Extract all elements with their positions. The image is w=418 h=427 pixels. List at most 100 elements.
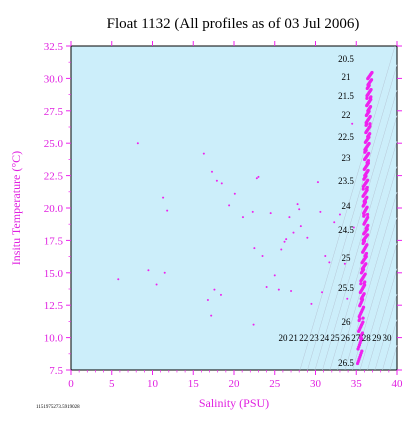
profile-point <box>365 243 369 247</box>
outlier-point <box>228 204 231 207</box>
outlier-point <box>155 283 158 286</box>
profile-point <box>360 331 365 335</box>
density-label-bottom: 29 <box>372 333 382 343</box>
outlier-point <box>306 236 309 239</box>
profile-point <box>369 95 373 99</box>
outlier-point <box>310 302 313 305</box>
x-tick-label: 40 <box>392 378 404 390</box>
outlier-point <box>296 203 299 206</box>
profile-point <box>369 78 374 82</box>
profile-point <box>366 158 371 163</box>
outlier-point <box>233 192 236 195</box>
density-contours <box>299 45 398 371</box>
outlier-point <box>210 314 213 317</box>
outlier-point <box>316 181 319 184</box>
profile-point <box>361 316 365 320</box>
density-contour-line <box>374 294 398 371</box>
profile-point <box>365 185 369 190</box>
density-label: 24.5 <box>338 225 354 235</box>
x-tick-label: 20 <box>229 378 241 390</box>
density-contour-line <box>322 115 398 371</box>
density-label: 25.5 <box>338 283 354 293</box>
outlier-point <box>255 177 258 180</box>
density-contour-line <box>359 243 398 371</box>
density-label: 23 <box>342 153 352 163</box>
density-label: 26 <box>342 317 352 327</box>
outlier-point <box>285 238 288 241</box>
profile-point <box>366 215 370 219</box>
density-contour-line <box>299 45 396 371</box>
profile-point <box>366 168 370 173</box>
profile-point <box>360 349 364 353</box>
y-tick-label: 10.0 <box>44 333 64 345</box>
y-tick-label: 17.5 <box>44 235 64 247</box>
y-tick-label: 30.0 <box>44 73 64 85</box>
plot-area <box>70 45 398 371</box>
outlier-point <box>283 240 286 243</box>
outlier-point <box>241 216 244 219</box>
density-label-bottom: 20 <box>279 333 289 343</box>
outlier-point <box>253 247 256 250</box>
outlier-point <box>290 289 293 292</box>
outlier-point <box>321 291 324 294</box>
outlier-point <box>163 271 166 274</box>
outlier-point <box>206 299 209 302</box>
density-label: 20.5 <box>338 54 354 64</box>
outlier-point <box>292 231 295 234</box>
profile-point <box>365 205 369 209</box>
density-label: 26.5 <box>338 358 354 368</box>
outlier-point <box>280 248 283 251</box>
x-tick-label: 15 <box>188 378 200 390</box>
outlier-point <box>162 196 165 199</box>
profile-point <box>370 70 374 75</box>
density-label: 21 <box>342 72 351 82</box>
profile-point <box>366 178 370 182</box>
density-label: 24 <box>342 201 352 211</box>
profile-point <box>368 105 373 109</box>
outlier-point <box>298 208 301 211</box>
outlier-point <box>338 213 341 216</box>
outlier-point <box>219 293 222 296</box>
outlier-point <box>202 152 205 155</box>
outlier-point <box>220 182 223 185</box>
profile-point <box>369 87 373 92</box>
density-label: 23.5 <box>338 176 354 186</box>
outlier-point <box>352 226 355 229</box>
profile-point <box>363 280 367 284</box>
density-contour-line <box>389 345 398 371</box>
profile-point <box>368 114 372 119</box>
profile-point <box>362 292 366 296</box>
outlier-point <box>324 254 327 257</box>
density-contour-line <box>382 319 398 371</box>
outlier-point <box>346 297 349 300</box>
x-tick-label: 0 <box>68 378 74 390</box>
x-tick-label: 10 <box>147 378 159 390</box>
profile-point <box>368 124 372 128</box>
outlier-point <box>136 142 139 145</box>
profile-point <box>365 212 370 217</box>
profile-point <box>364 251 369 256</box>
outlier-point <box>277 288 280 291</box>
density-contour-line <box>307 64 398 371</box>
density-contour-line <box>337 166 398 371</box>
outlier-point <box>299 225 302 228</box>
y-tick-label: 25.0 <box>44 138 64 150</box>
profile-point <box>361 187 365 191</box>
y-tick-label: 27.5 <box>44 106 64 118</box>
outlier-point <box>261 254 264 257</box>
profile-point <box>365 96 369 100</box>
profile-point <box>359 282 363 286</box>
density-label: 22.5 <box>338 132 354 142</box>
outlier-point <box>351 122 354 125</box>
density-contour-line <box>344 192 398 371</box>
outlier-point <box>166 209 169 212</box>
density-label-bottom: 27 <box>351 333 361 343</box>
footnote: 1151975273.5919028 <box>36 405 80 410</box>
profile-point <box>361 305 366 309</box>
density-contour-line <box>367 268 398 371</box>
outlier-point <box>343 262 346 265</box>
density-label-bottom: 25 <box>331 333 341 343</box>
density-label-bottom: 21 <box>289 333 298 343</box>
outlier-point <box>265 286 268 289</box>
